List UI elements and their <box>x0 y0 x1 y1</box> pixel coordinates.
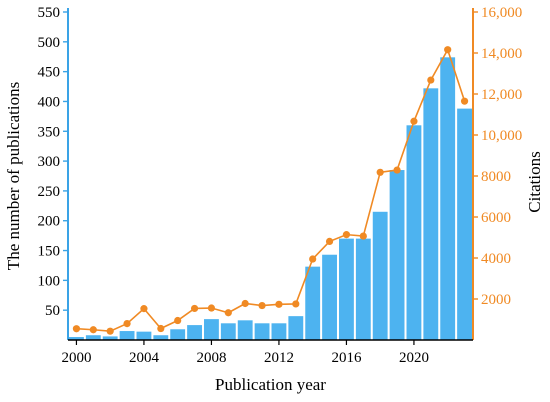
left-tick-label: 400 <box>38 94 61 110</box>
left-tick-label: 300 <box>38 154 61 170</box>
citation-point-2017 <box>359 232 367 240</box>
bar-2006 <box>170 329 186 340</box>
citation-point-2023 <box>460 97 469 105</box>
tick-labels: 50 100 150 200 250 300 350 400 450 500 550 2000 4000… <box>38 5 523 366</box>
x-tick-label: 2012 <box>264 350 294 366</box>
right-tick-label: 2000 <box>481 292 511 308</box>
bar-2016 <box>339 238 354 340</box>
left-tick-label: 100 <box>38 273 61 289</box>
bar-2008 <box>204 319 219 340</box>
citation-point-2001 <box>89 326 97 334</box>
bar-2009 <box>220 323 236 340</box>
citation-point-2014 <box>309 255 317 263</box>
bar-2004 <box>136 331 152 340</box>
x-tick-label: 2004 <box>129 350 160 366</box>
citation-point-2003 <box>123 320 131 328</box>
citation-point-2011 <box>258 301 266 310</box>
left-tick-label: 50 <box>45 303 60 319</box>
citation-point-2002 <box>106 327 114 335</box>
bar-2007 <box>187 325 202 340</box>
citation-point-2006 <box>174 316 182 325</box>
axes <box>63 8 478 345</box>
citation-point-2010 <box>241 299 249 308</box>
bar-2001 <box>85 335 101 340</box>
right-tick-label: 10,000 <box>481 128 522 144</box>
citation-line <box>76 47 466 332</box>
bar-2011 <box>254 323 270 340</box>
x-axis-title: Publication year <box>215 375 326 394</box>
citation-point-2018 <box>376 168 384 176</box>
x-tick-label: 2020 <box>399 350 429 366</box>
bar-2002 <box>102 336 118 340</box>
citation-point-2020 <box>410 117 418 125</box>
bar-2023 <box>457 108 472 341</box>
y2-axis-title: Citations <box>525 151 544 212</box>
bar-2005 <box>153 335 169 340</box>
bar-2003 <box>119 331 135 340</box>
left-tick-label: 500 <box>38 35 61 51</box>
bar-2000 <box>69 337 84 340</box>
left-tick-label: 550 <box>38 5 61 21</box>
citation-series <box>72 46 469 335</box>
bar-2021 <box>423 88 439 340</box>
citation-point-2021 <box>427 76 435 84</box>
x-tick-label: 2000 <box>61 350 91 366</box>
y-axis-title: The number of publications <box>4 82 23 270</box>
citation-point-2000 <box>72 325 81 333</box>
bar-2012 <box>271 323 287 340</box>
citation-point-2007 <box>190 304 199 313</box>
citation-point-2009 <box>224 309 232 317</box>
right-tick-label: 16,000 <box>481 5 522 21</box>
citation-point-2015 <box>325 237 334 245</box>
right-tick-label: 8000 <box>481 169 511 185</box>
right-tick-label: 4000 <box>481 251 511 267</box>
bar-2018 <box>372 211 388 340</box>
bar-2017 <box>355 238 371 340</box>
bar-2019 <box>389 170 405 340</box>
bar-series <box>69 57 472 341</box>
bar-2013 <box>288 316 304 340</box>
citation-point-2004 <box>140 305 148 313</box>
bar-2010 <box>237 320 253 340</box>
bar-2015 <box>322 254 337 340</box>
right-tick-label: 12,000 <box>481 87 522 103</box>
citation-point-2019 <box>393 166 401 174</box>
citation-point-2013 <box>292 300 300 308</box>
x-tick-label: 2016 <box>331 350 362 366</box>
left-tick-label: 150 <box>38 244 61 260</box>
citation-point-2022 <box>444 46 452 54</box>
bar-2014 <box>305 266 321 340</box>
left-tick-label: 350 <box>38 124 61 140</box>
right-tick-label: 14,000 <box>481 46 522 62</box>
left-tick-label: 450 <box>38 65 61 81</box>
left-tick-label: 250 <box>38 184 61 200</box>
citation-point-2005 <box>157 324 165 333</box>
right-tick-label: 6000 <box>481 210 511 226</box>
bar-2022 <box>440 57 456 340</box>
citation-point-2008 <box>207 304 216 312</box>
citation-point-2012 <box>275 300 283 308</box>
x-tick-label: 2008 <box>196 350 226 366</box>
citation-point-2016 <box>342 231 351 239</box>
bar-2020 <box>406 125 422 341</box>
left-tick-label: 200 <box>38 214 61 230</box>
